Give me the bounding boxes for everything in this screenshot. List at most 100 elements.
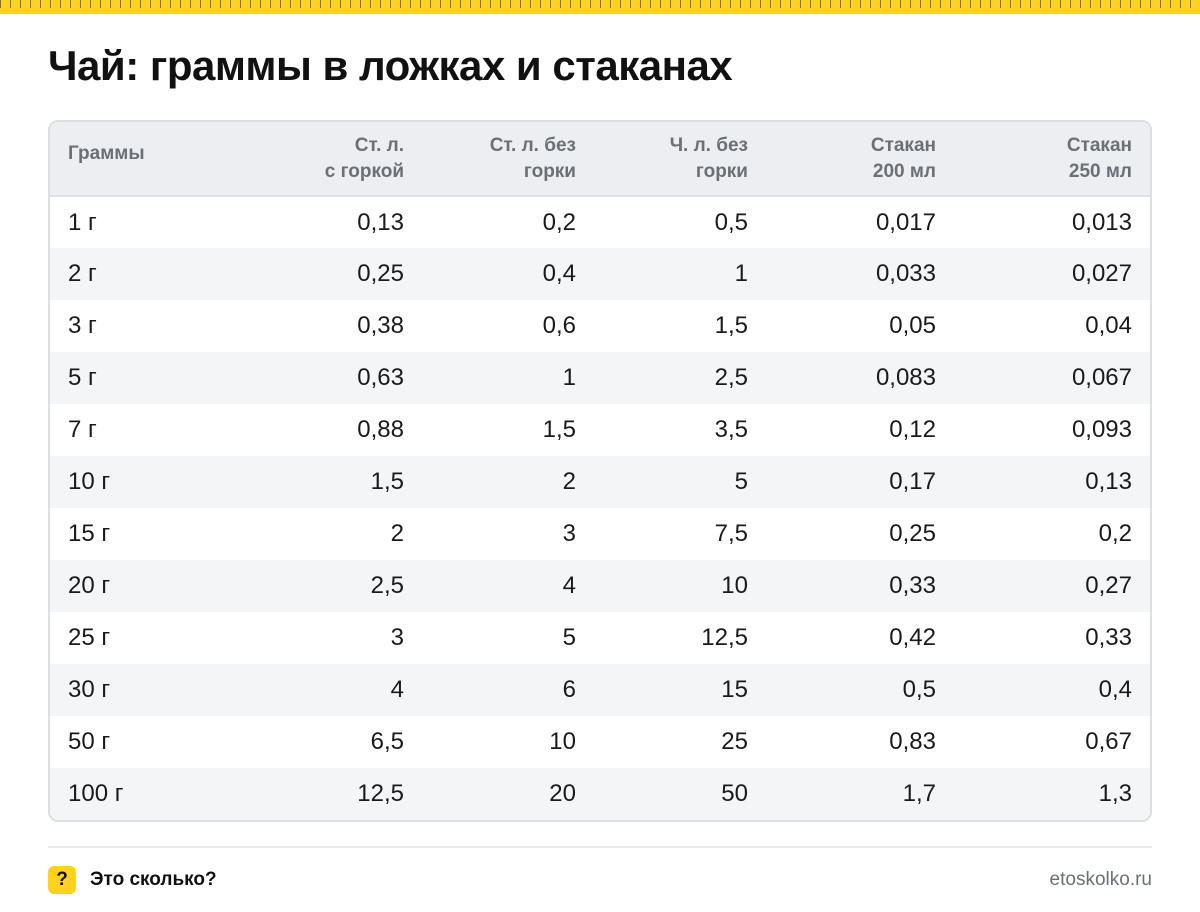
- table-cell: 10: [549, 728, 576, 755]
- brand-name: Это сколько?: [90, 869, 217, 890]
- table-cell: 0,63: [357, 364, 404, 391]
- table-cell: 0,067: [1071, 364, 1132, 391]
- table-cell: 0,4: [542, 260, 576, 287]
- table-cell: 2: [390, 520, 404, 547]
- table-row: 20 г 2,5 4 10 0,33 0,27: [50, 560, 1150, 612]
- table-cell: 0,33: [1085, 624, 1132, 651]
- table-cell: 0,05: [889, 312, 936, 339]
- column-header: Стакан 200 мл: [766, 122, 954, 197]
- table-cell: 3,5: [714, 416, 748, 443]
- table-cell: 20: [549, 780, 576, 807]
- table-cell: 0,27: [1085, 572, 1132, 599]
- column-header: Граммы: [50, 122, 250, 197]
- column-header-line: Ст. л.: [354, 134, 404, 156]
- table-cell: 0,13: [357, 208, 404, 236]
- table-cell: 0,25: [357, 260, 404, 287]
- column-header-line: 250 мл: [1068, 160, 1132, 182]
- column-header: Ст. л. без горки: [422, 122, 594, 197]
- table-row: 2 г 0,25 0,4 1 0,033 0,027: [50, 248, 1150, 300]
- table-cell: 2,5: [370, 572, 404, 599]
- table-cell: 50: [721, 780, 748, 807]
- table-cell: 2,5: [714, 364, 748, 391]
- table-cell: 2: [562, 468, 576, 495]
- site-link[interactable]: etoskolko.ru: [1049, 869, 1152, 890]
- table-cell: 1,5: [714, 312, 748, 339]
- table-cell: 3: [562, 520, 576, 547]
- column-header-line: горки: [523, 160, 576, 182]
- column-header: Ст. л. с горкой: [250, 122, 422, 197]
- table-cell: 7,5: [714, 520, 748, 547]
- table-cell: 5: [562, 624, 576, 651]
- table-cell: 0,2: [1098, 520, 1132, 547]
- table-cell: 3: [390, 624, 404, 651]
- table-cell: 0,33: [889, 572, 936, 599]
- table-cell: 6,5: [370, 728, 404, 755]
- table-row: 30 г 4 6 15 0,5 0,4: [50, 664, 1150, 716]
- ruler-strip: [0, 0, 1200, 14]
- table-cell: 20 г: [68, 572, 111, 599]
- table-row: 25 г 3 5 12,5 0,42 0,33: [50, 612, 1150, 664]
- table-cell: 12,5: [701, 624, 748, 651]
- table-cell: 25: [721, 728, 748, 755]
- table-cell: 0,12: [889, 416, 936, 443]
- conversion-table: Граммы Ст. л. с горкой Ст. л. без горки Ч. л.…: [50, 122, 1150, 820]
- table-cell: 15 г: [68, 520, 111, 547]
- table-cell: 1,5: [542, 416, 576, 443]
- table-cell: 0,013: [1071, 208, 1132, 236]
- column-header: Стакан 250 мл: [954, 122, 1150, 197]
- table-row: 7 г 0,88 1,5 3,5 0,12 0,093: [50, 404, 1150, 456]
- table-cell: 0,2: [542, 208, 576, 236]
- table-cell: 10 г: [68, 468, 111, 495]
- table-cell: 10: [721, 572, 748, 599]
- column-header-line: с горкой: [324, 160, 404, 182]
- table-cell: 1: [734, 260, 748, 287]
- table-row: 1 г 0,13 0,2 0,5 0,017 0,013: [50, 196, 1150, 248]
- table-cell: 0,5: [714, 208, 748, 236]
- table-row: 3 г 0,38 0,6 1,5 0,05 0,04: [50, 300, 1150, 352]
- table-cell: 0,083: [875, 364, 936, 391]
- table-cell: 3 г: [68, 312, 97, 339]
- table-cell: 0,027: [1071, 260, 1132, 287]
- table-cell: 6: [562, 676, 576, 703]
- table-cell: 0,017: [875, 208, 936, 236]
- column-header-line: Ст. л. без: [489, 134, 576, 156]
- table-row: 15 г 2 3 7,5 0,25 0,2: [50, 508, 1150, 560]
- table-cell: 1 г: [68, 208, 97, 236]
- table-cell: 5 г: [68, 364, 97, 391]
- column-header-line: Стакан: [870, 134, 936, 156]
- table-cell: 5: [734, 468, 748, 495]
- table-body: 1 г 0,13 0,2 0,5 0,017 0,013 2 г 0,25 0,4 1 0,033 0…: [50, 196, 1150, 820]
- table-row: 100 г 12,5 20 50 1,7 1,3: [50, 768, 1150, 820]
- table-row: 50 г 6,5 10 25 0,83 0,67: [50, 716, 1150, 768]
- column-header: Ч. л. без горки: [594, 122, 766, 197]
- table-cell: 0,13: [1085, 468, 1132, 495]
- table-cell: 100 г: [68, 780, 124, 807]
- table-cell: 0,42: [889, 624, 936, 651]
- table-cell: 30 г: [68, 676, 111, 703]
- column-header-line: Стакан: [1066, 134, 1132, 156]
- table-cell: 4: [562, 572, 576, 599]
- table-cell: 1: [562, 364, 576, 391]
- table-cell: 7 г: [68, 416, 97, 443]
- table-row: 10 г 1,5 2 5 0,17 0,13: [50, 456, 1150, 508]
- table-cell: 0,4: [1098, 676, 1132, 703]
- table-cell: 0,04: [1085, 312, 1132, 339]
- table-cell: 1,7: [902, 780, 936, 807]
- table-cell: 4: [390, 676, 404, 703]
- page-title: Чай: граммы в ложках и стаканах: [48, 42, 733, 89]
- table-cell: 0,093: [1071, 416, 1132, 443]
- table-cell: 0,17: [889, 468, 936, 495]
- table-cell: 15: [721, 676, 748, 703]
- column-header-line: горки: [695, 160, 748, 182]
- column-header-line: Граммы: [68, 143, 145, 164]
- table-cell: 0,88: [357, 416, 404, 443]
- table-cell: 0,83: [889, 728, 936, 755]
- table-cell: 0,5: [902, 676, 936, 703]
- table-header-row: Граммы Ст. л. с горкой Ст. л. без горки Ч. л.…: [50, 122, 1150, 197]
- table-cell: 50 г: [68, 728, 111, 755]
- column-header-line: Ч. л. без: [669, 134, 748, 156]
- table-cell: 0,6: [542, 312, 576, 339]
- table-cell: 0,25: [889, 520, 936, 547]
- column-header-line: 200 мл: [872, 160, 936, 182]
- table-cell: 0,033: [875, 260, 936, 287]
